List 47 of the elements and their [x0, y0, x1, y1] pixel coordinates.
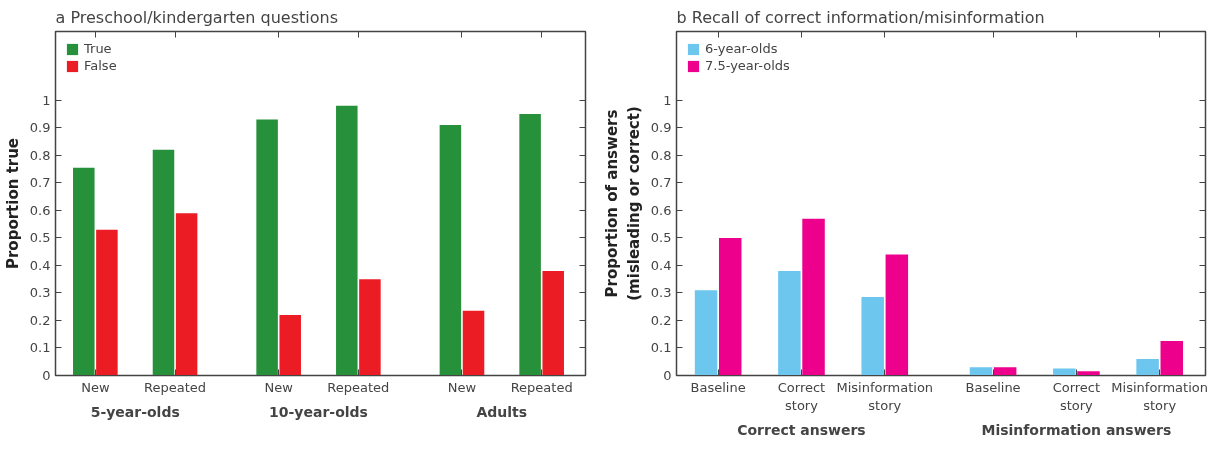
- x-tick-label: New: [264, 379, 294, 395]
- legend-label: 6-year-olds: [705, 41, 778, 56]
- text: 10-year-olds: [269, 403, 368, 420]
- x-tick-label: Repeated: [144, 379, 207, 395]
- y-tick-label: 0.1: [29, 340, 51, 356]
- x-tick-label: Baseline: [965, 379, 1021, 395]
- y-tick-label: 0.2: [650, 312, 672, 328]
- y-axis-title: Proportion of answers (misleading or correct): [603, 106, 643, 301]
- y-tick-label: 0.8: [29, 147, 51, 163]
- y-tick-label: 0.7: [650, 175, 672, 191]
- text: Correct answers: [737, 421, 866, 438]
- y-tick-label: 1: [663, 92, 672, 108]
- y-tick-label: 0.6: [29, 202, 51, 218]
- y-tick-label: 0.6: [650, 202, 672, 218]
- y-tick-label: 0: [663, 368, 672, 383]
- y-tick-label: 0.3: [650, 285, 672, 301]
- chart-title: a Preschool/kindergarten questions: [55, 7, 339, 27]
- text: Adults: [476, 403, 528, 420]
- legend-label: False: [84, 58, 117, 73]
- x-tick-label: Correct story: [1052, 379, 1101, 413]
- y-tick-label: 0.1: [650, 340, 672, 356]
- x-tick-label: Correct story: [777, 379, 826, 413]
- text: 5-year-olds: [90, 403, 180, 420]
- y-tick-label: 0.4: [650, 257, 672, 273]
- y-tick-label: 0.5: [29, 230, 51, 246]
- y-tick-label: 0.9: [29, 120, 51, 136]
- chart-title: b Recall of correct information/misinformation: [676, 7, 1045, 27]
- legend-label: True: [84, 41, 112, 56]
- y-tick-label: 0.5: [650, 230, 672, 246]
- y-tick-label: 0.4: [29, 257, 51, 273]
- x-tick-label: Repeated: [327, 379, 390, 395]
- y-tick-label: 0.8: [650, 147, 672, 163]
- y-tick-label: 0.9: [650, 120, 672, 136]
- y-tick-label: 0: [42, 368, 51, 383]
- x-tick-label: New: [81, 379, 110, 395]
- x-tick-label: New: [447, 379, 477, 395]
- x-tick-label: Misinformation story: [1111, 379, 1209, 413]
- x-tick-label: Baseline: [690, 379, 746, 395]
- x-tick-label: Misinformation story: [836, 379, 934, 413]
- text: Misinformation answers: [981, 421, 1172, 438]
- y-tick-label: 0.2: [29, 312, 51, 328]
- y-tick-label: 1: [42, 92, 51, 108]
- y-tick-label: 0.7: [29, 175, 51, 191]
- x-tick-label: Repeated: [510, 379, 573, 395]
- y-axis-title: Proportion true: [3, 137, 22, 270]
- y-tick-label: 0.3: [29, 285, 51, 301]
- legend-label: 7.5-year-olds: [705, 58, 790, 73]
